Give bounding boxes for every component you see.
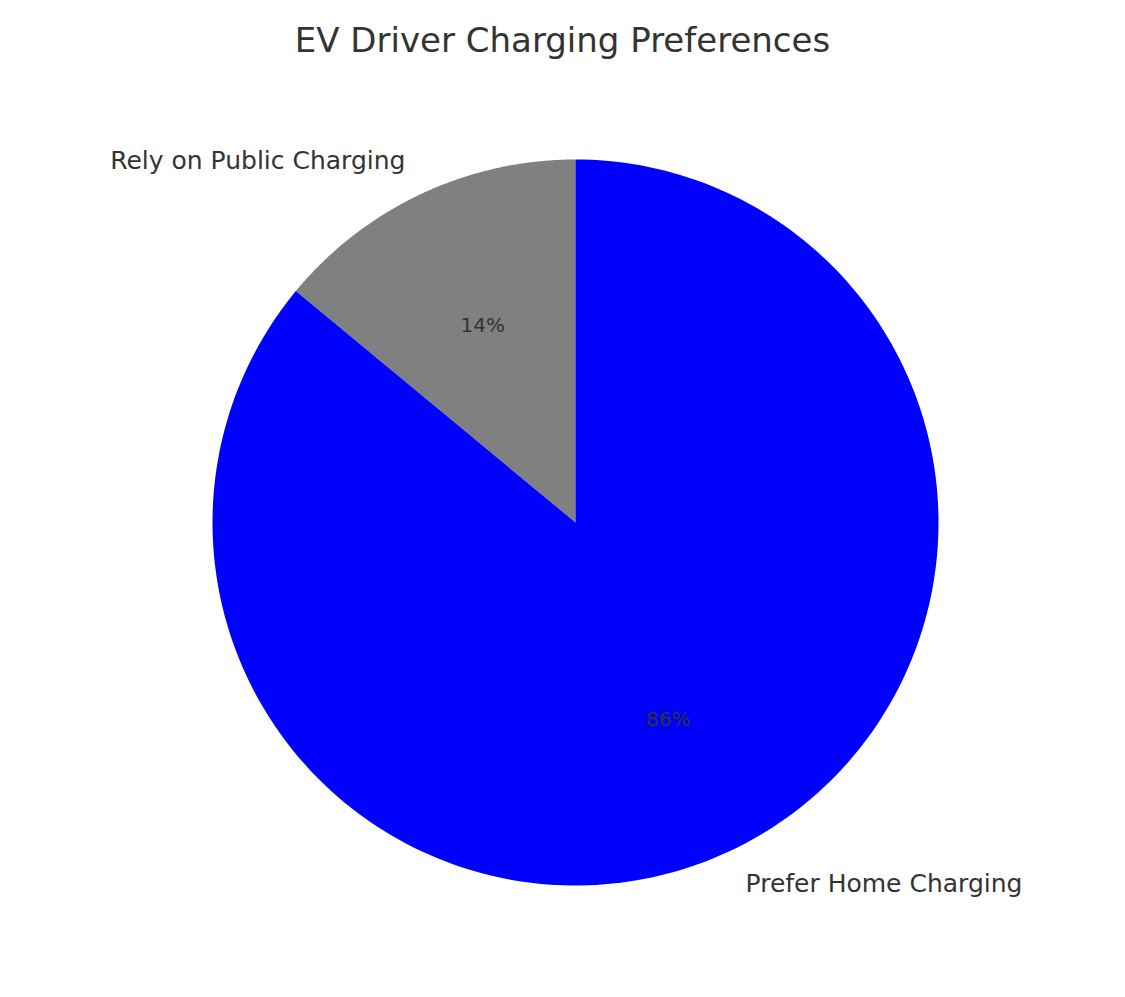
svg-text:Prefer Home Charging: Prefer Home Charging <box>746 869 1023 898</box>
svg-text:Rely on Public Charging: Rely on Public Charging <box>110 146 405 175</box>
html-text:EV Driver Charging Preferences: EV Driver Charging Preferences <box>294 20 831 60</box>
svg-text:86%: 86% <box>646 707 690 731</box>
svg-text:14%: 14% <box>461 313 505 337</box>
